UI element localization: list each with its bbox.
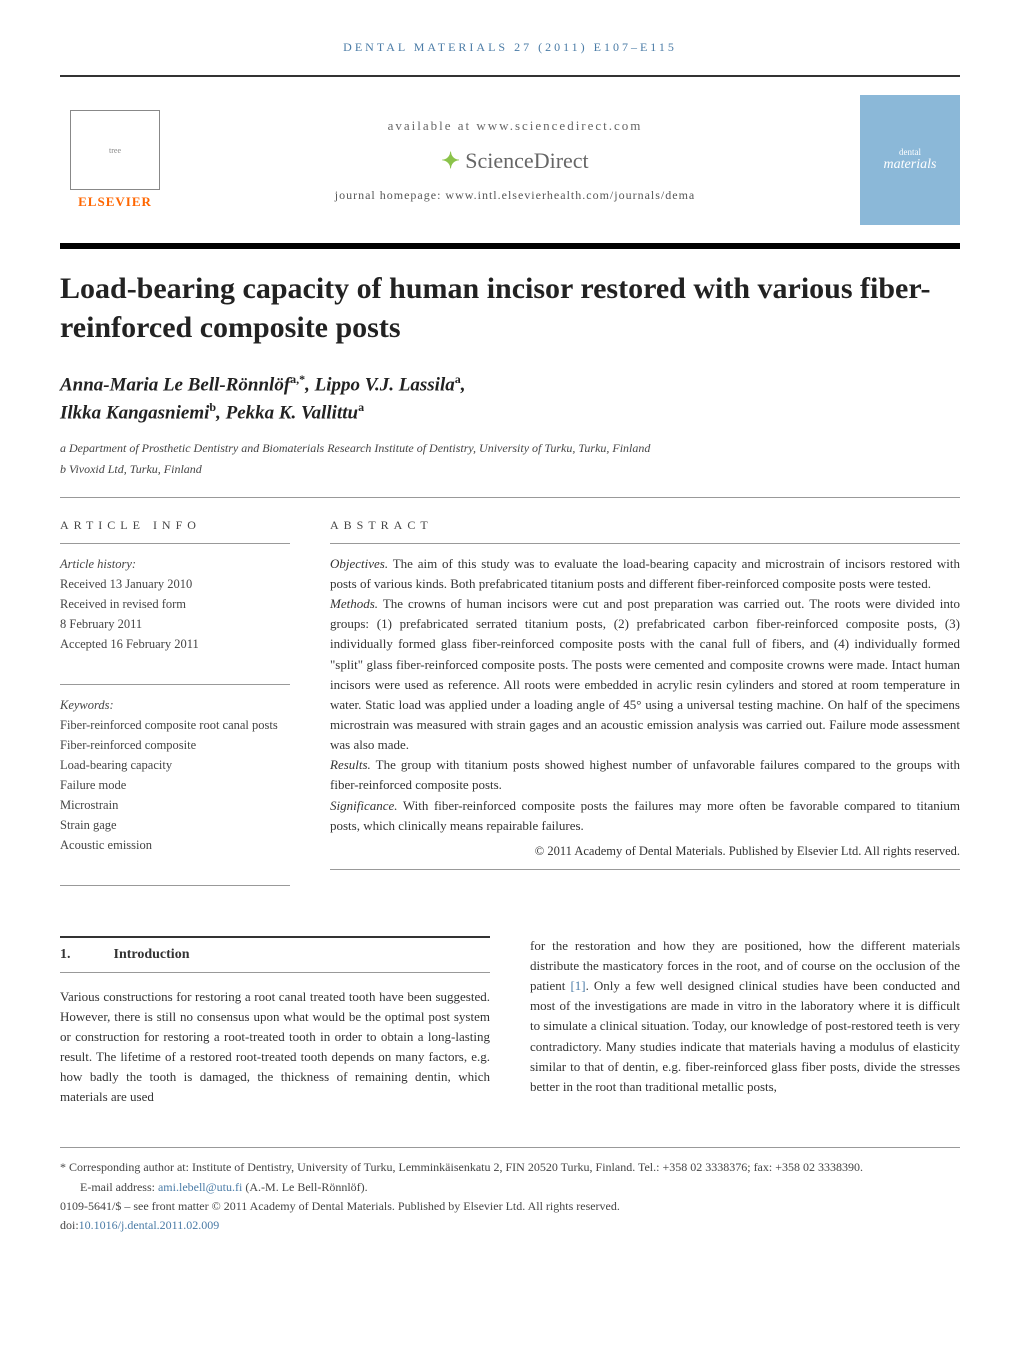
info-rule bbox=[60, 543, 290, 544]
author-sep: , bbox=[461, 374, 466, 395]
authors: Anna-Maria Le Bell-Rönnlöfa,*, Lippo V.J… bbox=[60, 371, 960, 427]
info-rule bbox=[60, 684, 290, 685]
author-sep: , Lippo V.J. Lassila bbox=[305, 374, 455, 395]
email-label: E-mail address: bbox=[80, 1180, 158, 1194]
author-1-sup: a,* bbox=[290, 372, 305, 386]
abstract-col: ABSTRACT Objectives. The aim of this stu… bbox=[330, 518, 960, 896]
journal-cover[interactable]: dental materials bbox=[860, 95, 960, 225]
intro-text-2b: . Only a few well designed clinical stud… bbox=[530, 978, 960, 1094]
keyword: Fiber-reinforced composite bbox=[60, 735, 290, 755]
intro-para-1: Various constructions for restoring a ro… bbox=[60, 987, 490, 1108]
abstract-text: Objectives. The aim of this study was to… bbox=[330, 554, 960, 836]
article-title: Load-bearing capacity of human incisor r… bbox=[60, 269, 960, 347]
revised-label: Received in revised form bbox=[60, 594, 290, 614]
results-label: Results. bbox=[330, 757, 371, 772]
corresponding-author: * Corresponding author at: Institute of … bbox=[60, 1158, 960, 1177]
methods-text: The crowns of human incisors were cut an… bbox=[330, 596, 960, 752]
header-band: tree ELSEVIER available at www.sciencedi… bbox=[60, 85, 960, 235]
article-info-header: ARTICLE INFO bbox=[60, 518, 290, 533]
keyword: Fiber-reinforced composite root canal po… bbox=[60, 715, 290, 735]
abstract-rule-bottom bbox=[330, 869, 960, 870]
sciencedirect-logo[interactable]: ✦ ScienceDirect bbox=[441, 148, 588, 174]
email-line: E-mail address: ami.lebell@utu.fi (A.-M.… bbox=[60, 1178, 960, 1197]
available-at: available at www.sciencedirect.com bbox=[388, 118, 643, 134]
keywords-block: Keywords: Fiber-reinforced composite roo… bbox=[60, 695, 290, 855]
doi-line: doi:10.1016/j.dental.2011.02.009 bbox=[60, 1216, 960, 1235]
info-abstract-row: ARTICLE INFO Article history: Received 1… bbox=[60, 518, 960, 896]
elsevier-text: ELSEVIER bbox=[78, 194, 152, 210]
issn-line: 0109-5641/$ – see front matter © 2011 Ac… bbox=[60, 1197, 960, 1216]
article-info-col: ARTICLE INFO Article history: Received 1… bbox=[60, 518, 290, 896]
cover-title: materials bbox=[884, 157, 937, 173]
accepted-date: Accepted 16 February 2011 bbox=[60, 634, 290, 654]
keyword: Load-bearing capacity bbox=[60, 755, 290, 775]
affiliation-a: a Department of Prosthetic Dentistry and… bbox=[60, 441, 960, 456]
intro-col-right: for the restoration and how they are pos… bbox=[530, 936, 960, 1108]
sd-swirl-icon: ✦ bbox=[441, 148, 459, 173]
journal-homepage[interactable]: journal homepage: www.intl.elsevierhealt… bbox=[335, 188, 695, 203]
article-history: Article history: Received 13 January 201… bbox=[60, 554, 290, 654]
results-text: The group with titanium posts showed hig… bbox=[330, 757, 960, 792]
methods-label: Methods. bbox=[330, 596, 378, 611]
top-rule bbox=[60, 75, 960, 77]
intro-heading: 1. Introduction bbox=[60, 936, 490, 973]
section-rule bbox=[60, 497, 960, 498]
info-rule bbox=[60, 885, 290, 886]
objectives-text: The aim of this study was to evaluate th… bbox=[330, 556, 960, 591]
black-bar bbox=[60, 243, 960, 249]
author-3: Ilkka Kangasniemi bbox=[60, 402, 209, 423]
intro-section: 1. Introduction Various constructions fo… bbox=[60, 936, 960, 1108]
history-label: Article history: bbox=[60, 554, 290, 574]
keywords-label: Keywords: bbox=[60, 695, 290, 715]
intro-para-2: for the restoration and how they are pos… bbox=[530, 936, 960, 1097]
objectives-label: Objectives. bbox=[330, 556, 388, 571]
email-link[interactable]: ami.lebell@utu.fi bbox=[158, 1180, 242, 1194]
email-suffix: (A.-M. Le Bell-Rönnlöf). bbox=[242, 1180, 367, 1194]
significance-label: Significance. bbox=[330, 798, 398, 813]
intro-heading-text: Introduction bbox=[114, 947, 190, 962]
keyword: Microstrain bbox=[60, 795, 290, 815]
elsevier-tree-icon: tree bbox=[70, 110, 160, 190]
affiliation-b: b Vivoxid Ltd, Turku, Finland bbox=[60, 462, 960, 477]
revised-date: 8 February 2011 bbox=[60, 614, 290, 634]
sciencedirect-text: ScienceDirect bbox=[465, 148, 588, 173]
elsevier-logo[interactable]: tree ELSEVIER bbox=[60, 100, 170, 220]
abstract-header: ABSTRACT bbox=[330, 518, 960, 533]
doi-label: doi: bbox=[60, 1218, 79, 1232]
keyword: Acoustic emission bbox=[60, 835, 290, 855]
author-1: Anna-Maria Le Bell-Rönnlöf bbox=[60, 374, 290, 395]
running-header: DENTAL MATERIALS 27 (2011) e107–e115 bbox=[60, 40, 960, 55]
intro-num: 1. bbox=[60, 944, 110, 966]
footnotes: * Corresponding author at: Institute of … bbox=[60, 1158, 960, 1235]
copyright: © 2011 Academy of Dental Materials. Publ… bbox=[330, 844, 960, 859]
significance-text: With fiber-reinforced composite posts th… bbox=[330, 798, 960, 833]
cover-small-text: dental bbox=[899, 147, 921, 157]
footer-rule bbox=[60, 1147, 960, 1148]
ref-link-1[interactable]: [1] bbox=[570, 978, 585, 993]
abstract-rule bbox=[330, 543, 960, 544]
intro-col-left: 1. Introduction Various constructions fo… bbox=[60, 936, 490, 1108]
keyword: Failure mode bbox=[60, 775, 290, 795]
doi-link[interactable]: 10.1016/j.dental.2011.02.009 bbox=[79, 1218, 220, 1232]
author-4-sup: a bbox=[358, 400, 364, 414]
received-date: Received 13 January 2010 bbox=[60, 574, 290, 594]
header-center: available at www.sciencedirect.com ✦ Sci… bbox=[190, 118, 840, 203]
keyword: Strain gage bbox=[60, 815, 290, 835]
author-sep: , Pekka K. Vallittu bbox=[216, 402, 358, 423]
